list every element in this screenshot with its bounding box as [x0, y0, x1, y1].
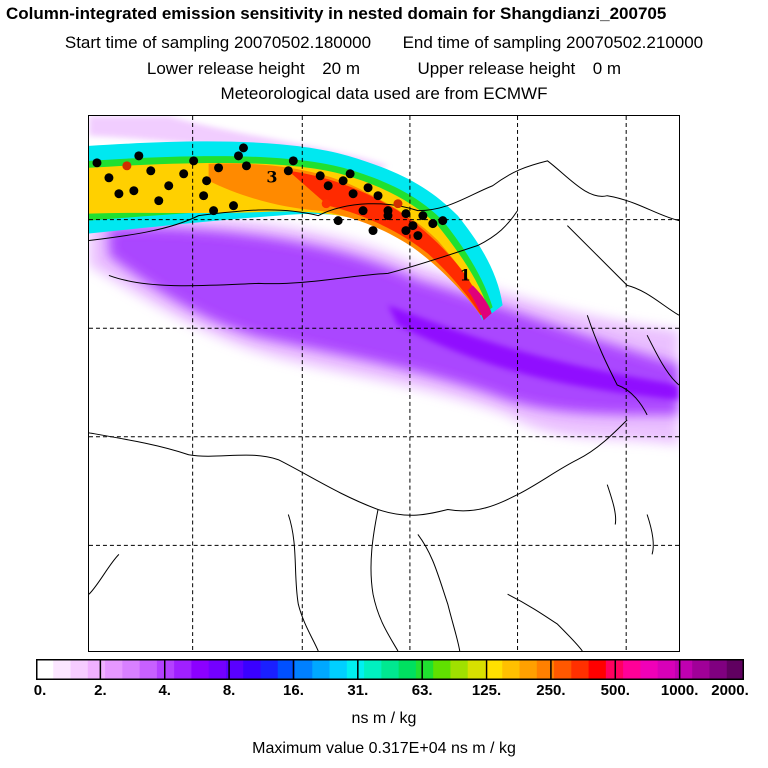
colorbar-swatch [277, 659, 296, 680]
release-heights: Lower release height 20 m Upper release … [0, 59, 768, 79]
colorbar-swatch [433, 659, 451, 680]
day-label-3: 3 [266, 168, 277, 187]
colorbar-swatch [174, 659, 192, 680]
start-value: 20070502.180000 [234, 33, 372, 52]
end-value: 20070502.210000 [566, 33, 704, 52]
upper-label: Upper release height [417, 59, 576, 78]
sampling-times: Start time of sampling 20070502.180000 E… [0, 33, 768, 53]
day-label-1: 1 [460, 265, 471, 284]
maximum-value: Maximum value 0.317E+04 ns m / kg [0, 740, 768, 758]
colorbar-tick-label: 125. [471, 682, 502, 699]
graticule [89, 116, 679, 651]
max-value: 0.317E+04 ns m / kg [368, 740, 516, 757]
colorbar-swatch [53, 659, 71, 680]
colorbar-swatch [588, 659, 607, 680]
colorbar-tick-label: 8. [222, 682, 236, 699]
colorbar-tick-label: 16. [283, 682, 304, 699]
colorbar-swatch [726, 659, 744, 680]
colorbar-swatch [415, 659, 434, 680]
colorbar-swatch [657, 659, 676, 680]
colorbar-swatch [87, 659, 106, 680]
colorbar-swatch [346, 659, 365, 680]
colorbar-swatch [70, 659, 89, 680]
colorbar-border [36, 659, 744, 680]
lower-label: Lower release height [146, 59, 305, 78]
colorbar [36, 659, 744, 680]
colorbar-tick-label: 31. [347, 682, 369, 699]
colorbar-swatch [105, 659, 123, 680]
lower-value: 20 m [322, 59, 360, 78]
colorbar-swatch [623, 659, 641, 680]
colorbar-swatch [364, 659, 382, 680]
colorbar-swatch [674, 659, 693, 680]
colorbar-swatch [502, 659, 520, 680]
colorbar-tick-label: 2. [94, 682, 107, 699]
sensitivity-map[interactable]: 3 1 [88, 115, 680, 652]
station-markers [92, 143, 448, 241]
end-label: End time of sampling [402, 33, 562, 52]
colorbar-tick-label: 500. [600, 682, 630, 699]
colorbar-swatch [225, 659, 244, 680]
colorbar-swatch [381, 659, 400, 680]
colorbar-swatch [536, 659, 555, 680]
colorbar-swatch [156, 659, 175, 680]
colorbar-swatch [191, 659, 210, 680]
colorbar-swatch [640, 659, 659, 680]
colorbar-swatch [329, 659, 348, 680]
colorbar-swatch [484, 659, 503, 680]
colorbar-tick-label: 1000. [660, 682, 699, 699]
colorbar-tick-label: 250. [536, 682, 566, 699]
start-label: Start time of sampling [64, 33, 230, 52]
coastlines [89, 160, 679, 651]
colorbar-swatch [312, 659, 330, 680]
plume-east-streak [387, 305, 679, 400]
colorbar-swatch [260, 659, 279, 680]
colorbar-swatch [554, 659, 572, 680]
colorbar-swatch [692, 659, 710, 680]
max-label: Maximum value [252, 740, 365, 757]
colorbar-tick-label: 4. [158, 682, 171, 699]
colorbar-swatch [571, 659, 589, 680]
colorbar-swatch [709, 659, 728, 680]
colorbar-tick-label: 63. [411, 682, 433, 699]
colorbar-tick-label: 0. [33, 682, 47, 699]
colorbar-swatch [243, 659, 261, 680]
colorbar-swatch [208, 659, 227, 680]
met-data-note: Meteorological data used are from ECMWF [220, 84, 548, 103]
colorbar-swatch [519, 659, 538, 680]
colorbar-swatch [36, 659, 54, 680]
colorbar-tick-label: 2000. [711, 682, 749, 699]
colorbar-swatch [139, 659, 158, 680]
colorbar-swatch [450, 659, 469, 680]
upper-value: 0 m [592, 59, 622, 78]
plot-title: Column-integrated emission sensitivity i… [6, 4, 667, 23]
colorbar-swatch [295, 659, 313, 680]
colorbar-units: ns m / kg [351, 710, 417, 727]
colorbar-swatch [398, 659, 417, 680]
colorbar-swatch [122, 659, 141, 680]
colorbar-swatch [467, 659, 486, 680]
